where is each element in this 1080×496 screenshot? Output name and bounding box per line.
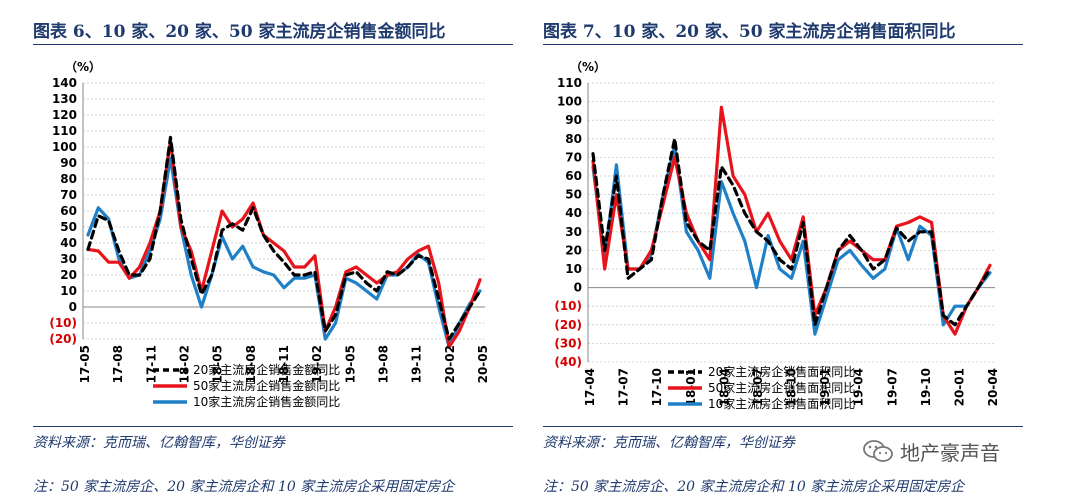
y-tick-label: 50: [565, 188, 582, 202]
source-rule: [33, 426, 513, 427]
y-tick-label: 40: [60, 236, 77, 250]
y-tick-label: 110: [52, 124, 77, 138]
y-tick-label: 110: [557, 76, 582, 90]
legend-label: 10家主流房企销售面积同比: [708, 396, 855, 411]
y-tick-label: 130: [52, 92, 77, 106]
x-tick-label: 18-11: [277, 345, 291, 383]
y-tick-label: (40): [554, 355, 582, 369]
legend-label: 20家主流房企销售金额同比: [193, 362, 340, 377]
figure-title: 图表 6、10 家、20 家、50 家主流房企销售金额同比: [33, 22, 446, 42]
x-tick-label: 18-04: [717, 368, 731, 406]
figure-title: 图表 7、10 家、20 家、50 家主流房企销售面积同比: [543, 22, 956, 42]
y-tick-label: 10: [565, 262, 582, 276]
y-tick-label: 30: [565, 225, 582, 239]
title-rule: [33, 44, 513, 45]
legend-label: 10家主流房企销售金额同比: [193, 394, 340, 409]
footnote: 注：50 家主流房企、20 家主流房企和 10 家主流房企采用固定房企: [543, 479, 965, 495]
y-tick-label: (20): [554, 318, 582, 332]
chart-panel-sales-area: 图表 7、10 家、20 家、50 家主流房企销售面积同比 （%） (40) (30…: [543, 0, 1023, 496]
y-tick-label: (20): [49, 332, 77, 346]
x-tick-label: 17-08: [111, 345, 125, 383]
series-line-1: [86, 138, 482, 349]
x-tick-label: 17-05: [78, 345, 92, 383]
x-tick-label: 18-05: [211, 345, 225, 383]
x-tick-label: 20-01: [952, 368, 966, 406]
source-note: 资料来源：克而瑞、亿翰智库，华创证券: [33, 435, 285, 451]
legend-label: 20家主流房企销售面积同比: [708, 364, 855, 379]
watermark-text: 地产豪声音: [900, 440, 1000, 465]
y-tick-label: (10): [554, 299, 582, 313]
y-tick-label: 120: [52, 108, 77, 122]
series-line-0: [591, 137, 992, 327]
y-tick-label: (30): [554, 336, 582, 350]
y-tick-label: 100: [557, 95, 582, 109]
y-tick-label: 40: [565, 206, 582, 220]
source-note: 资料来源：克而瑞、亿翰智库，华创证券: [543, 435, 795, 451]
x-tick-label: 18-02: [178, 345, 192, 383]
source-rule: [543, 426, 1023, 427]
x-tick-label: 19-02: [310, 345, 324, 383]
y-tick-label: (10): [49, 316, 77, 330]
x-tick-label: 18-10: [785, 368, 799, 406]
y-tick-label: 80: [60, 172, 77, 186]
series-line-1: [591, 105, 992, 336]
y-tick-label: 90: [60, 156, 77, 170]
x-tick-label: 17-10: [650, 368, 664, 406]
x-tick-label: 17-11: [144, 345, 158, 383]
y-tick-label: 30: [60, 252, 77, 266]
y-tick-label: 20: [60, 268, 77, 282]
x-tick-label: 19-11: [410, 345, 424, 383]
x-tick-label: 18-08: [244, 345, 258, 383]
y-tick-label: 90: [565, 113, 582, 127]
legend-label: 50家主流房企销售金额同比: [193, 378, 340, 393]
x-tick-label: 20-04: [986, 368, 1000, 406]
wechat-icon: [863, 440, 893, 462]
x-tick-label: 19-05: [343, 345, 357, 383]
x-tick-label: 19-04: [852, 368, 866, 406]
line-chart-sales-amount: （%） (20) (10) 0 10 20 30 40 50 60 70 80 90 100 110 120 1…: [49, 59, 490, 409]
y-tick-label: 100: [52, 140, 77, 154]
x-tick-label: 17-07: [617, 368, 631, 406]
y-tick-label: 70: [60, 188, 77, 202]
y-unit-label: （%）: [570, 59, 606, 74]
x-tick-label: 18-07: [751, 368, 765, 406]
y-tick-label: 60: [565, 169, 582, 183]
y-tick-label: 70: [565, 150, 582, 164]
x-tick-label: 20-02: [443, 345, 457, 383]
series-line-0: [86, 135, 482, 341]
line-chart-sales-area: （%） (40) (30) (20) (10) 0 10 20 30 40 50 60 70 80 90 10…: [554, 59, 1000, 411]
x-tick-label: 19-08: [377, 345, 391, 383]
legend-label: 50家主流房企销售面积同比: [708, 380, 855, 395]
y-tick-label: 140: [52, 76, 77, 90]
footnote: 注：50 家主流房企、20 家主流房企和 10 家主流房企采用固定房企: [33, 479, 455, 495]
y-tick-label: 80: [565, 132, 582, 146]
watermark: 地产豪声音: [862, 436, 1000, 466]
y-unit-label: （%）: [65, 59, 101, 74]
y-tick-label: 0: [69, 300, 77, 314]
y-tick-label: 10: [60, 284, 77, 298]
x-tick-label: 20-05: [476, 345, 490, 383]
y-tick-label: 50: [60, 220, 77, 234]
y-tick-label: 60: [60, 204, 77, 218]
x-tick-label: 19-01: [818, 368, 832, 406]
x-tick-label: 17-04: [583, 368, 597, 406]
title-rule: [543, 44, 1023, 45]
y-tick-label: 0: [574, 281, 582, 295]
chart-panel-sales-amount: 图表 6、10 家、20 家、50 家主流房企销售金额同比 （%） (20) (10…: [33, 0, 513, 496]
x-tick-label: 19-10: [919, 368, 933, 406]
x-tick-label: 19-07: [885, 368, 899, 406]
y-tick-label: 20: [565, 243, 582, 257]
